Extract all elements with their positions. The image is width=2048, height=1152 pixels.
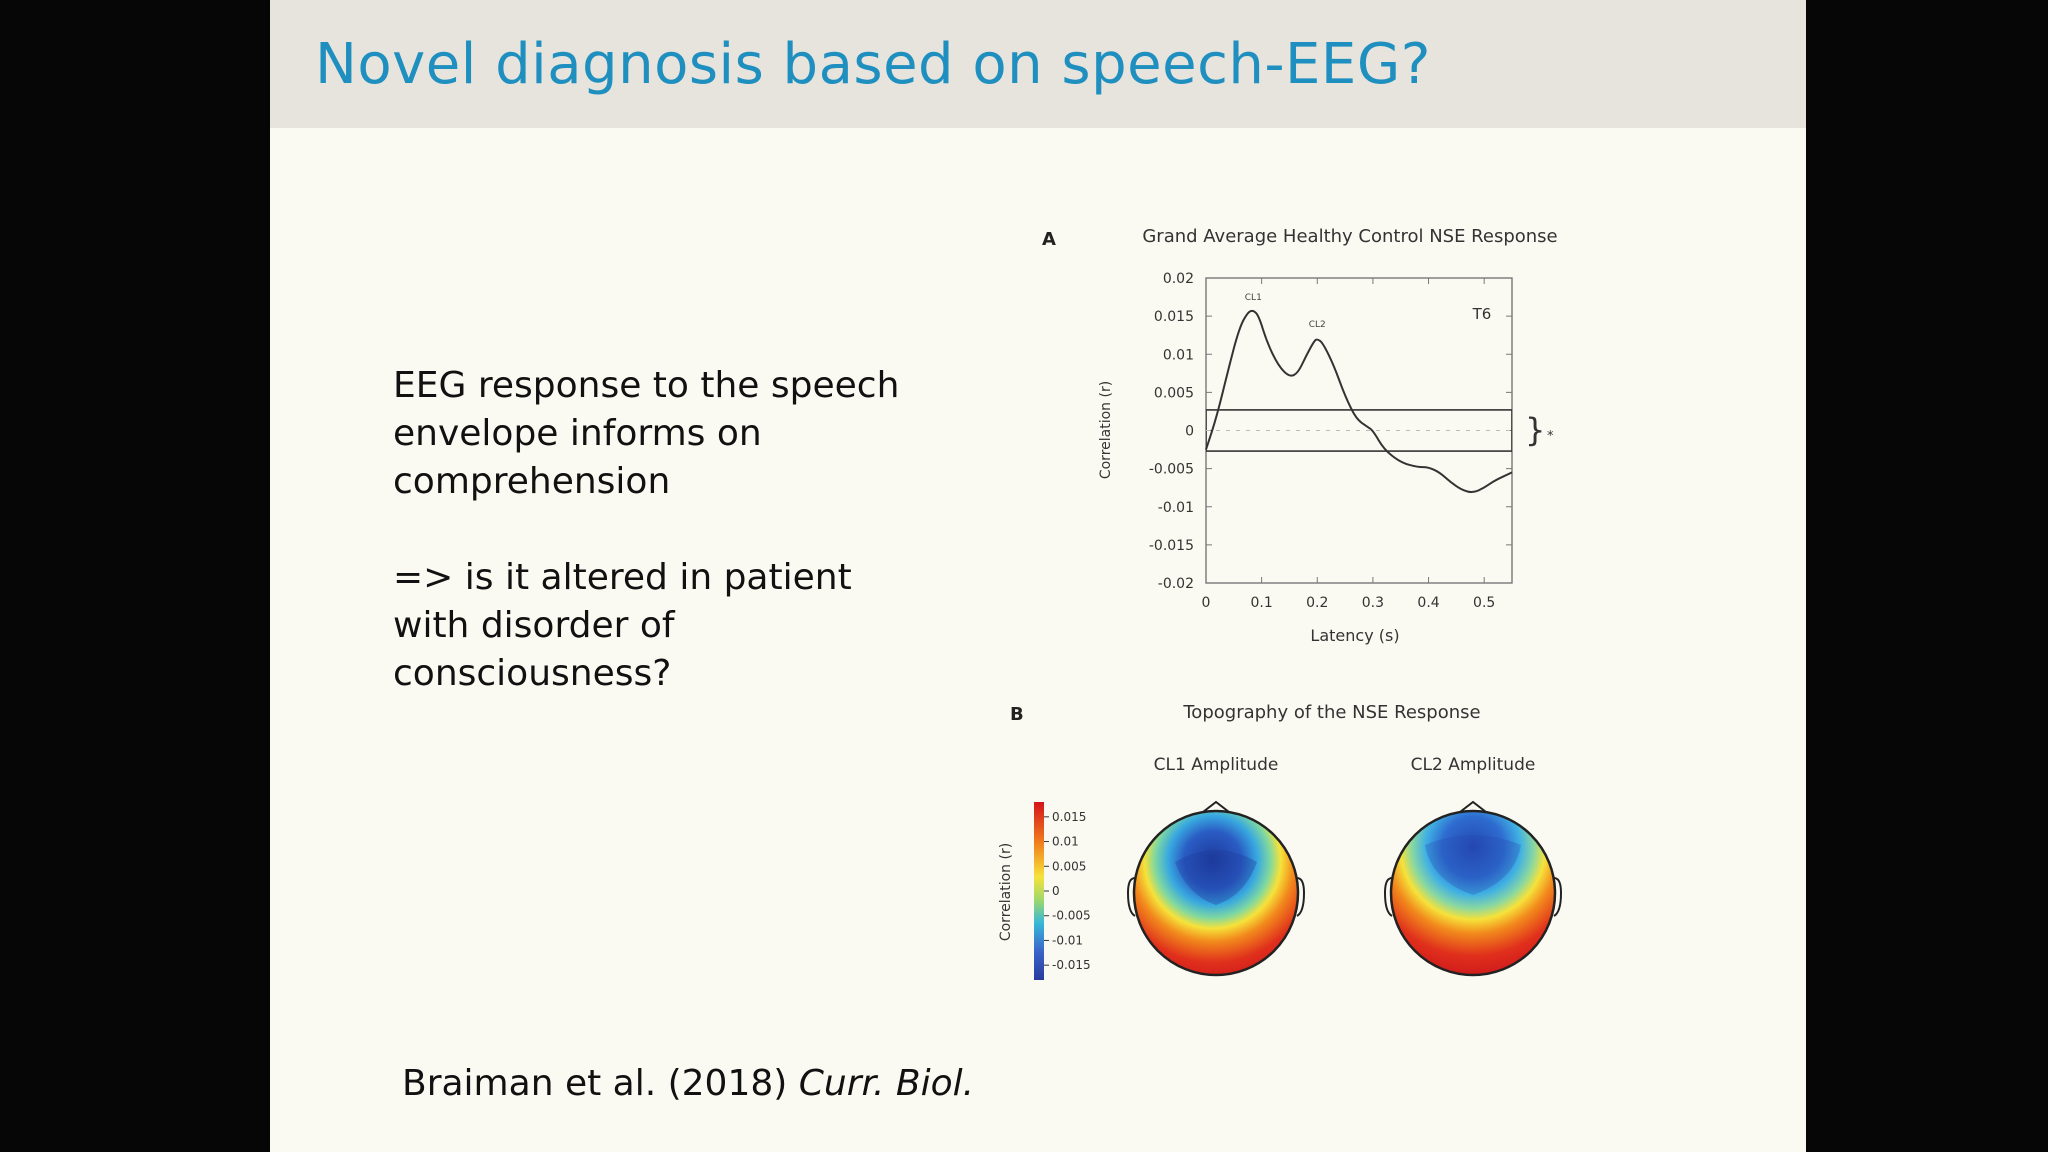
significance-brace: } — [1525, 411, 1545, 449]
body-paragraph-2: => is it altered in patient with disorde… — [393, 557, 852, 694]
x-tick-label: 0.2 — [1306, 595, 1328, 611]
significance-asterisk: * — [1547, 429, 1554, 444]
citation-journal: Curr. Biol. — [798, 1063, 975, 1104]
x-tick-label: 0.4 — [1417, 595, 1439, 611]
chart-a-channel-label: T6 — [1472, 305, 1492, 323]
chart-a-title: Grand Average Healthy Control NSE Respon… — [1142, 226, 1557, 247]
topomap-2-head — [1389, 809, 1557, 977]
colorbar-tick-label: 0.005 — [1052, 859, 1086, 873]
y-tick-label: 0.015 — [1154, 309, 1194, 325]
colorbar-tick-label: 0.01 — [1052, 835, 1079, 849]
colorbar-tick-label: 0 — [1052, 884, 1060, 898]
title-bar: Novel diagnosis based on speech-EEG? — [270, 0, 1806, 128]
y-tick-label: -0.02 — [1158, 576, 1194, 592]
citation: Braiman et al. (2018) Curr. Biol. — [402, 1063, 974, 1104]
colorbar-ticks: 0.015 0.01 0.005 0 -0.005 -0.01 -0.015 — [1044, 810, 1091, 972]
x-tick-label: 0 — [1202, 595, 1211, 611]
panel-b-letter: B — [1010, 704, 1024, 725]
chart-b-title: Topography of the NSE Response — [1182, 702, 1480, 723]
colorbar-tick-label: -0.01 — [1052, 933, 1083, 947]
y-tick-label: 0 — [1185, 424, 1194, 440]
topomap-2 — [1383, 800, 1563, 977]
peak-label: CL2 — [1309, 320, 1326, 330]
topomap-1-label: CL1 Amplitude — [1154, 755, 1279, 775]
significance-band-rect — [1206, 409, 1512, 452]
colorbar-tick-label: 0.015 — [1052, 810, 1086, 824]
peak-label: CL1 — [1245, 293, 1262, 303]
y-tick-label: 0.005 — [1154, 385, 1194, 401]
topomap-2-frontal-dip — [1425, 835, 1521, 895]
y-tick-label: 0.01 — [1163, 347, 1194, 363]
colorbar-tick-label: -0.015 — [1052, 958, 1091, 972]
y-tick-label: -0.005 — [1149, 462, 1194, 478]
body-paragraph-1: EEG response to the speech envelope info… — [393, 365, 900, 502]
y-tick-label: 0.02 — [1163, 271, 1194, 287]
colorbar-label: Correlation (r) — [998, 843, 1014, 941]
chart-a-y-axis-label: Correlation (r) — [1098, 381, 1114, 479]
chart-a-significance-band — [1206, 409, 1512, 452]
topomap-1 — [1126, 800, 1306, 977]
slide-title: Novel diagnosis based on speech-EEG? — [315, 32, 1431, 97]
slide: Novel diagnosis based on speech-EEG? EEG… — [270, 0, 1806, 1152]
topomap-1-nose — [1202, 800, 1230, 813]
chart-a-series-line — [1205, 309, 1513, 494]
y-tick-label: -0.01 — [1158, 500, 1194, 516]
chart-a-y-ticks: 0.02 0.015 0.01 0.005 0 -0.005 -0.01 -0.015 -0.0… — [1149, 271, 1512, 592]
topomap-2-label: CL2 Amplitude — [1411, 755, 1536, 775]
y-tick-label: -0.015 — [1149, 538, 1194, 554]
x-tick-label: 0.3 — [1362, 595, 1384, 611]
chart-a-x-axis-label: Latency (s) — [1310, 626, 1399, 645]
topomap-1-head — [1132, 809, 1300, 977]
topomap-1-frontal-dip — [1175, 850, 1257, 905]
panel-a-letter: A — [1042, 229, 1056, 250]
figure: A Grand Average Healthy Control NSE Resp… — [998, 226, 1563, 980]
x-tick-label: 0.1 — [1251, 595, 1273, 611]
x-tick-label: 0.5 — [1473, 595, 1495, 611]
topomap-2-nose — [1459, 800, 1487, 813]
chart-a-x-ticks: 0 0.1 0.2 0.3 0.4 0.5 — [1202, 278, 1495, 611]
colorbar — [1034, 802, 1044, 980]
chart-a-annotations: CL1 CL2 — [1245, 293, 1326, 330]
colorbar-tick-label: -0.005 — [1052, 909, 1091, 923]
citation-authors: Braiman et al. (2018) — [402, 1063, 788, 1104]
